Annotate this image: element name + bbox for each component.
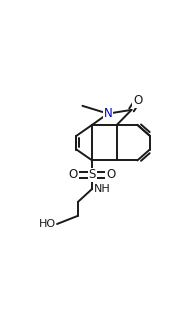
Text: N: N — [103, 107, 112, 120]
Text: O: O — [133, 94, 142, 107]
Text: O: O — [69, 168, 78, 181]
Text: NH: NH — [94, 184, 110, 194]
Text: HO: HO — [38, 219, 56, 229]
Text: O: O — [106, 168, 115, 181]
Text: S: S — [89, 168, 96, 181]
